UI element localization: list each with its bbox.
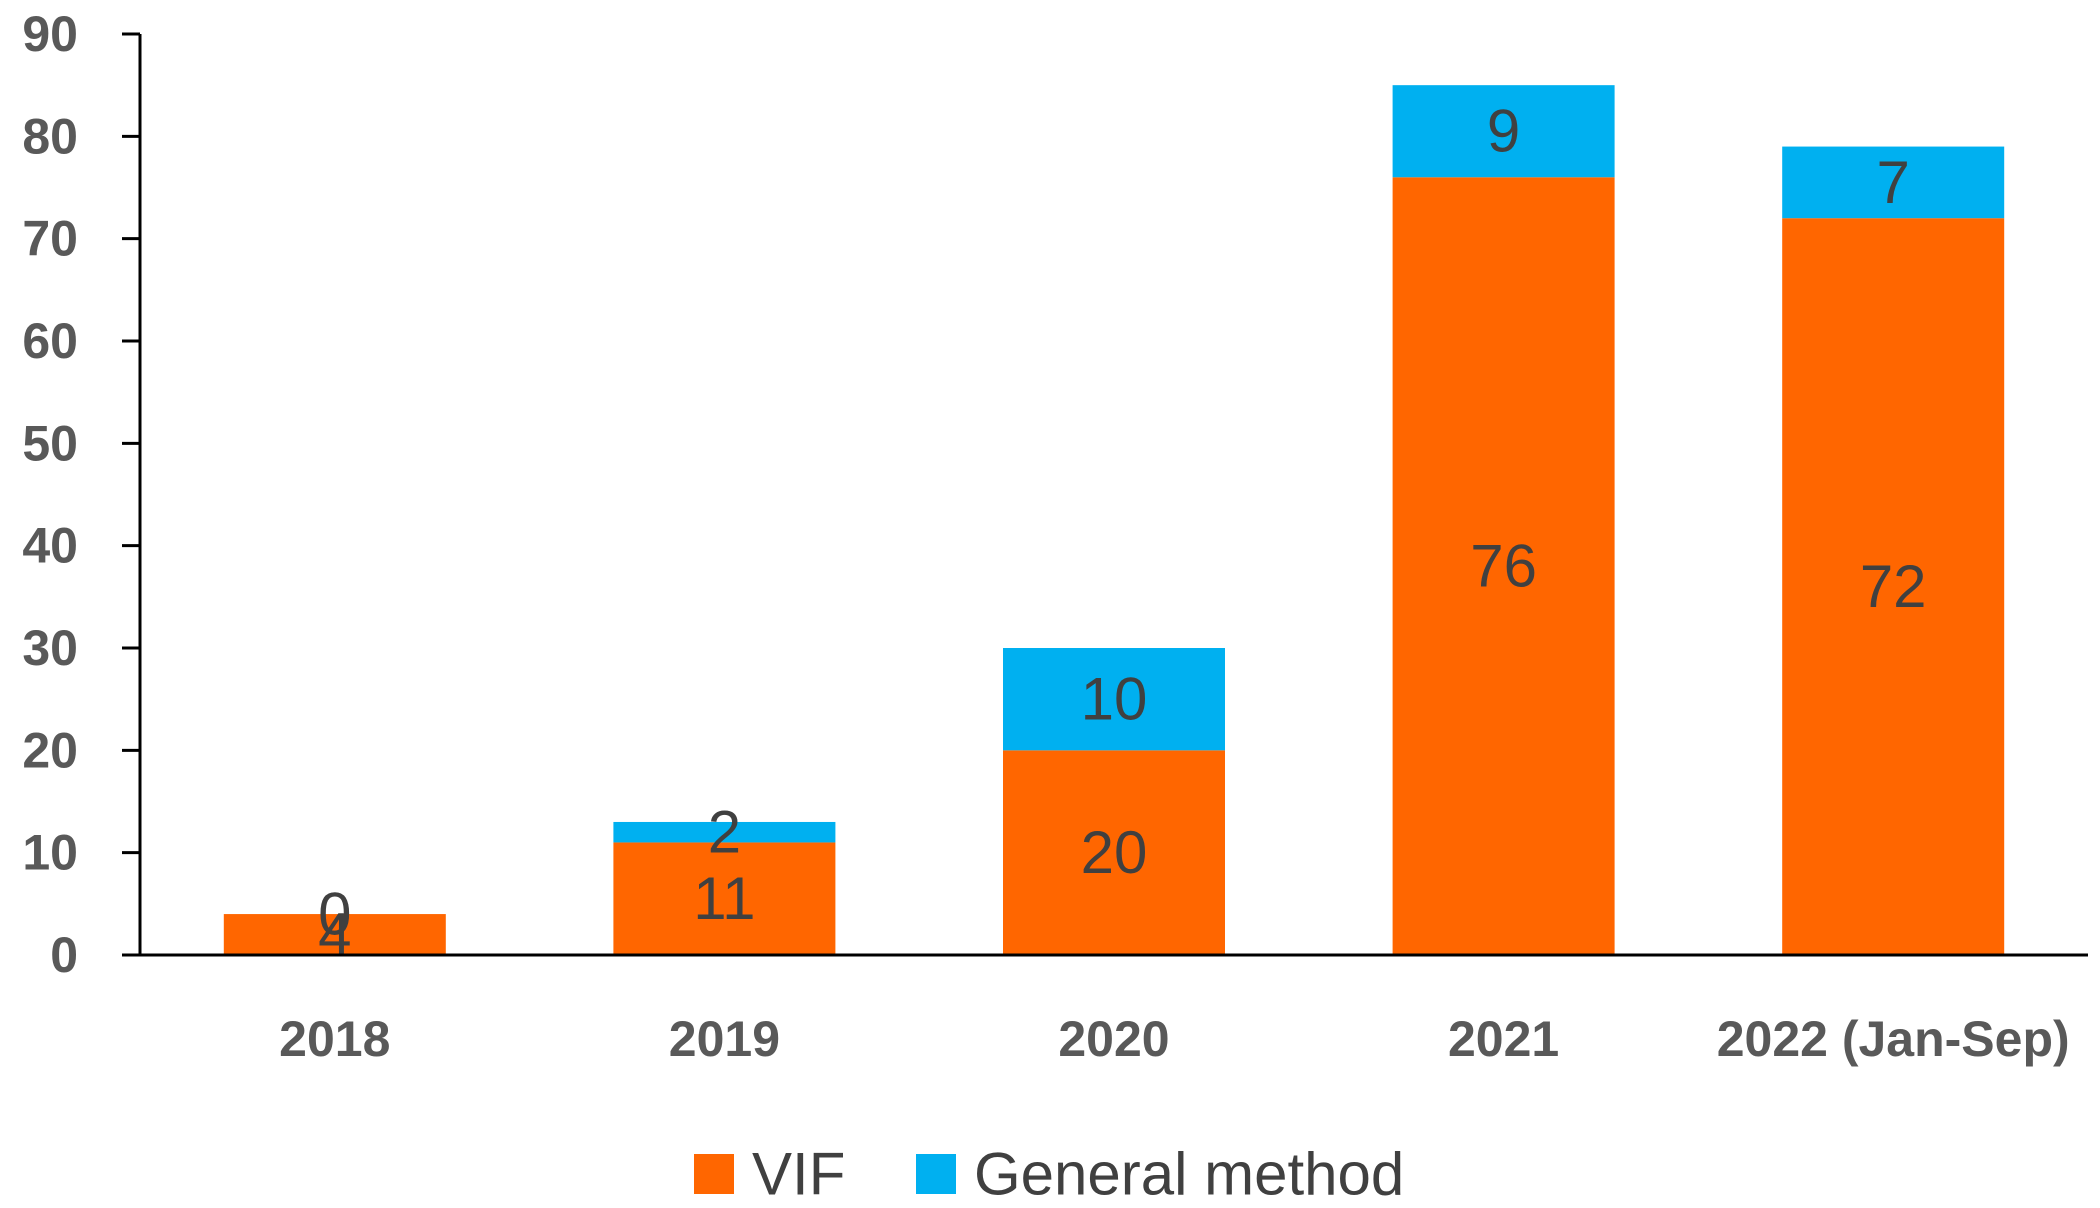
data-label-vif: 76 bbox=[1470, 533, 1537, 600]
legend-swatch-general-method bbox=[916, 1154, 956, 1194]
y-tick-label: 40 bbox=[22, 518, 78, 574]
bar-segment-general-method bbox=[1003, 648, 1225, 751]
y-tick-label: 80 bbox=[22, 108, 78, 164]
axes bbox=[138, 34, 2088, 957]
legend-label-vif: VIF bbox=[752, 1141, 845, 1208]
data-label-vif: 11 bbox=[693, 865, 755, 932]
x-category-label: 2021 bbox=[1448, 1011, 1559, 1067]
bar-segment-general-method bbox=[1392, 85, 1615, 178]
bar-segment-general-method bbox=[613, 821, 836, 843]
data-label-vif: 72 bbox=[1860, 553, 1927, 620]
data-label-general-method: 9 bbox=[1487, 98, 1520, 165]
bar-segment-vif bbox=[1003, 750, 1225, 955]
y-tick-label: 50 bbox=[22, 415, 78, 471]
y-tick-label: 60 bbox=[22, 313, 78, 369]
x-category-label: 2020 bbox=[1058, 1011, 1169, 1067]
y-tick-label: 90 bbox=[22, 6, 78, 62]
data-label-general-method: 2 bbox=[708, 799, 741, 866]
bar-segment-general-method bbox=[1782, 146, 2005, 219]
legend-label-general-method: General method bbox=[974, 1141, 1404, 1208]
bar-segment-vif bbox=[1782, 218, 2005, 955]
y-tick-label: 30 bbox=[22, 620, 78, 676]
data-label-vif: 20 bbox=[1081, 819, 1148, 886]
data-labels: 40 112 20 10 76 9 72 7 bbox=[318, 98, 1926, 968]
legend-swatch-vif bbox=[694, 1154, 734, 1194]
bar-segment-vif bbox=[1392, 177, 1615, 955]
y-tick-label: 10 bbox=[22, 825, 78, 881]
bar-segment-vif bbox=[613, 842, 836, 955]
legend: VIF General method bbox=[694, 1141, 1404, 1208]
data-label-general-method: 10 bbox=[1081, 666, 1148, 733]
y-tick-label: 20 bbox=[22, 722, 78, 778]
data-label-general-method: 7 bbox=[1877, 149, 1910, 216]
x-axis-categories: 2018 2019 2020 2021 2022 (Jan-Sep) bbox=[279, 1011, 2069, 1067]
data-label-general-method: 0 bbox=[318, 881, 351, 948]
x-category-label: 2019 bbox=[669, 1011, 780, 1067]
y-tick-label: 70 bbox=[22, 211, 78, 267]
bars bbox=[223, 85, 2005, 955]
x-category-label: 2022 (Jan-Sep) bbox=[1717, 1011, 2070, 1067]
bar-segment-vif bbox=[223, 914, 446, 955]
y-tick-label: 0 bbox=[50, 927, 78, 983]
y-axis-ticks: 0 10 20 30 40 50 60 70 80 90 bbox=[22, 6, 140, 983]
data-label-vif: 4 bbox=[318, 901, 351, 968]
x-category-label: 2018 bbox=[279, 1011, 390, 1067]
